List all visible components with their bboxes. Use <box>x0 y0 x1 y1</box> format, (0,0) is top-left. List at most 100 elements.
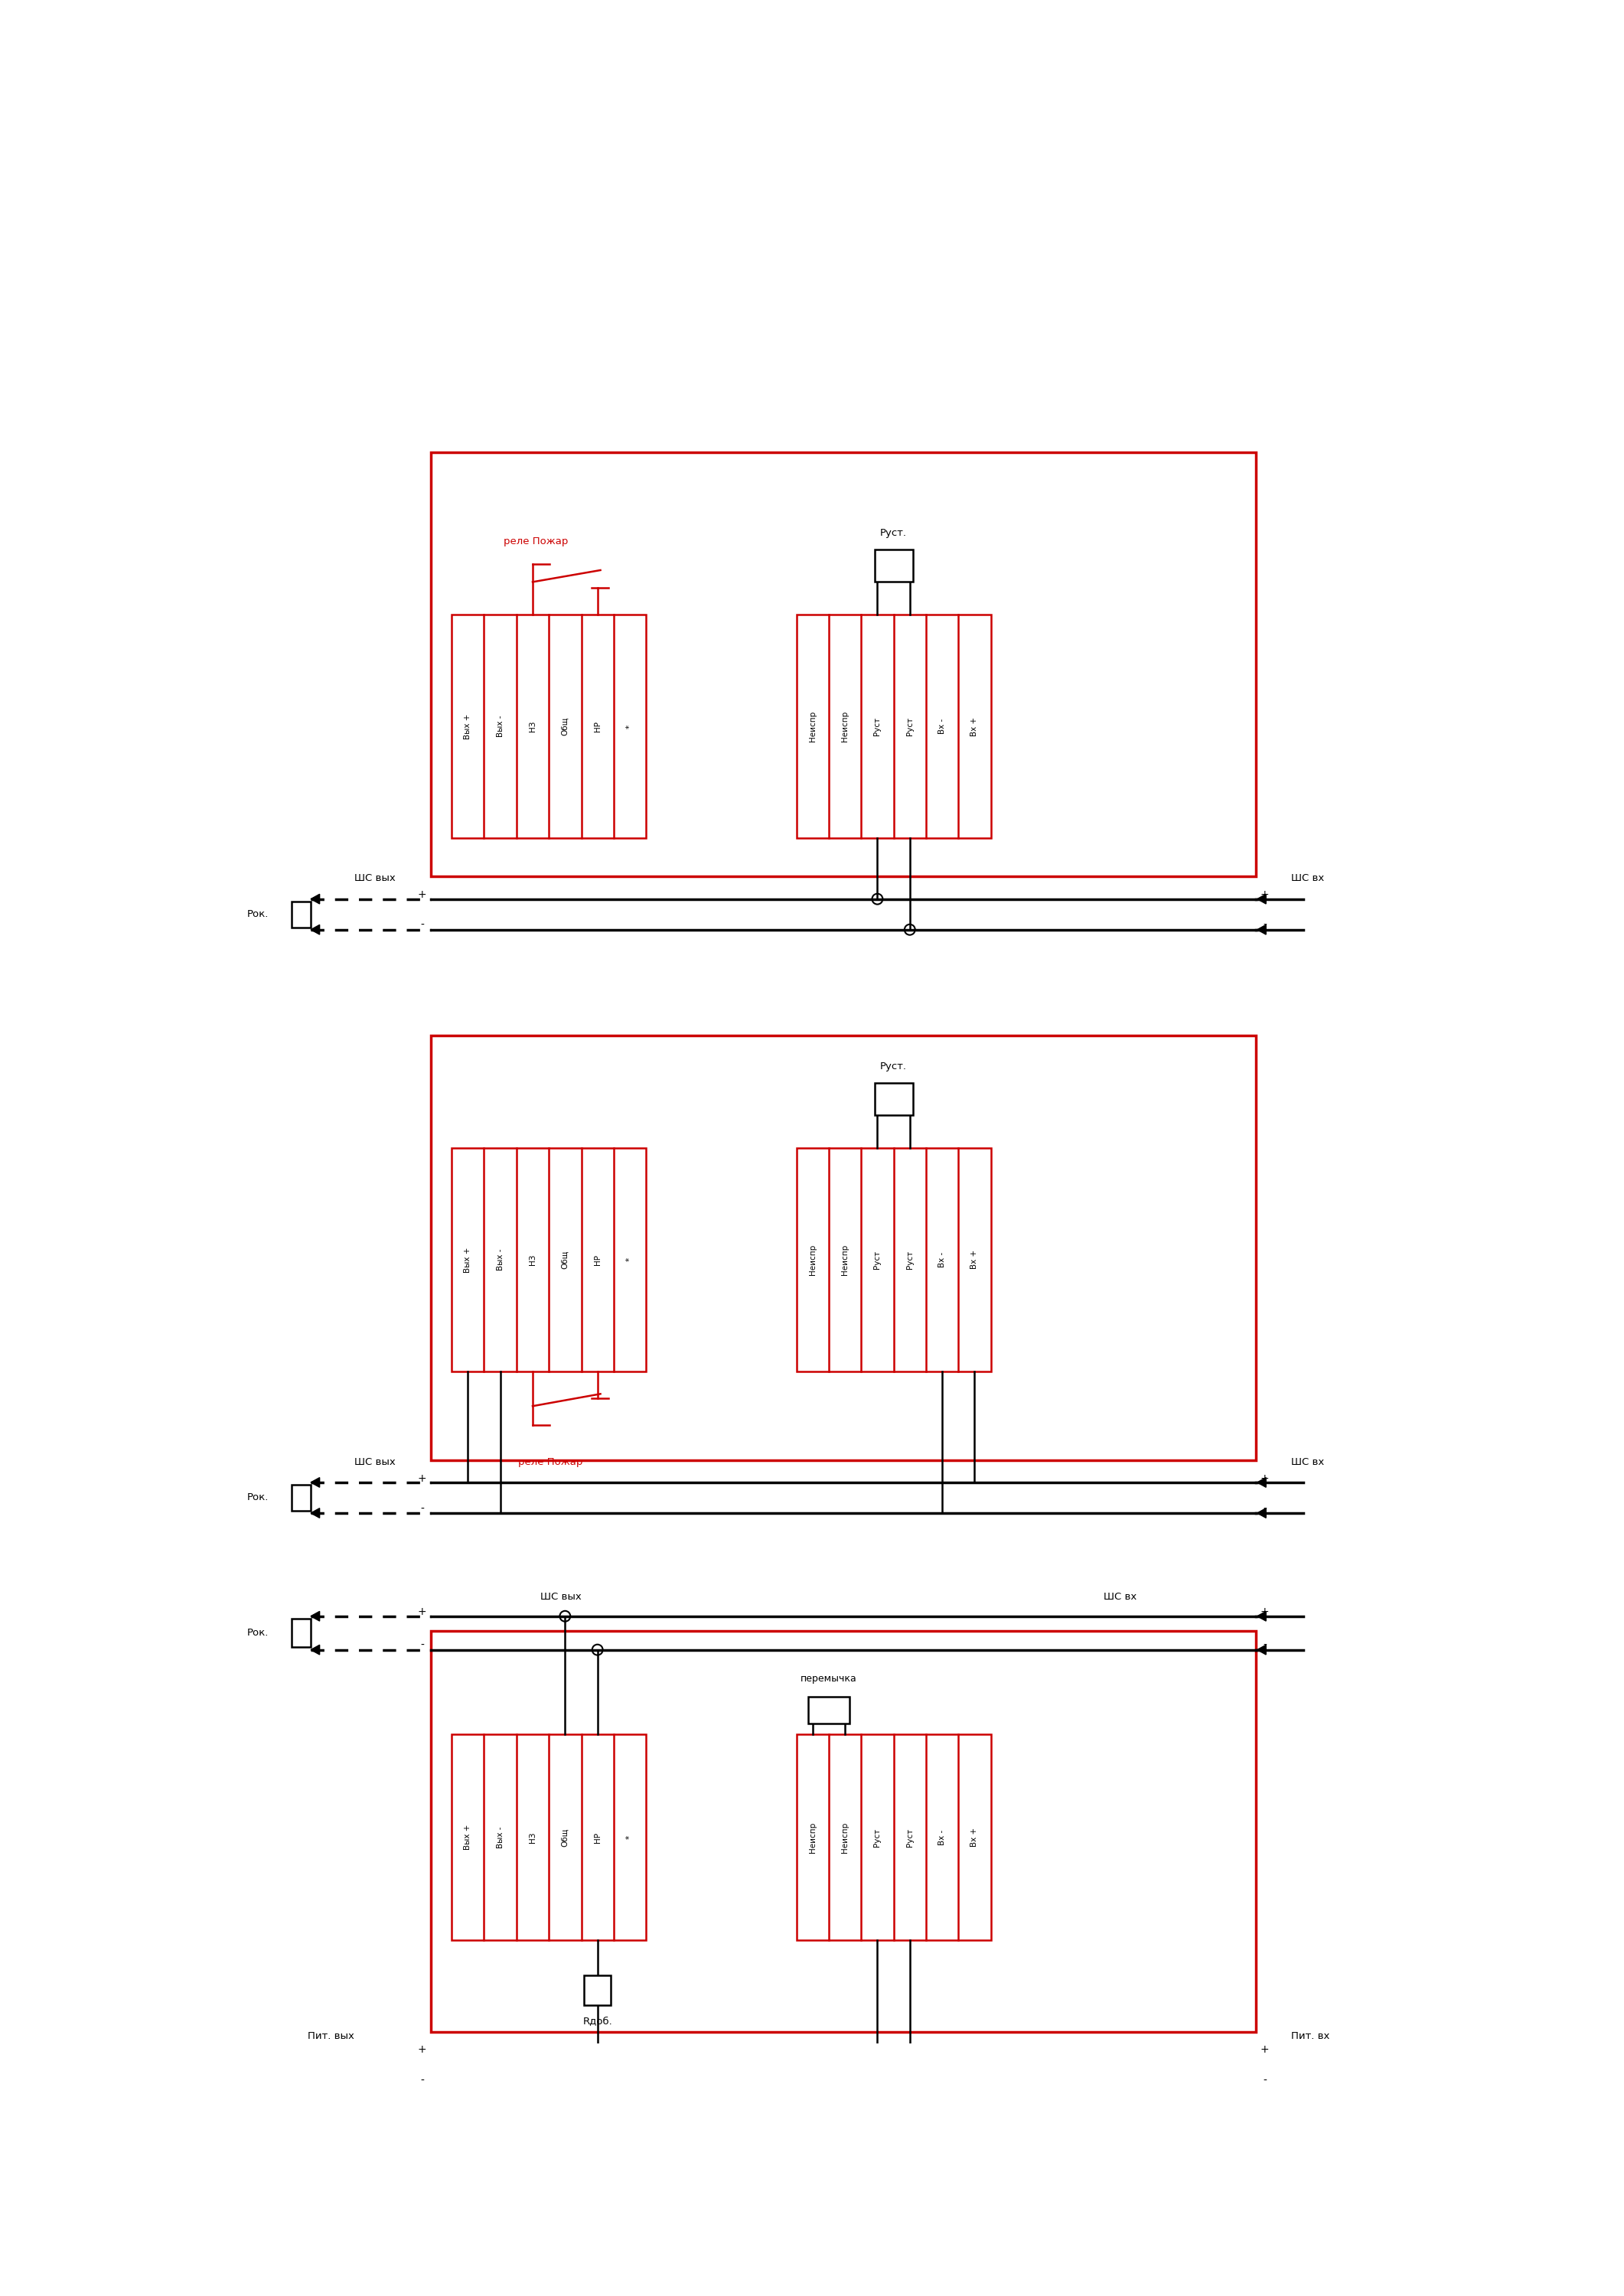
Bar <box>796 615 991 838</box>
Text: ШС вых: ШС вых <box>541 1591 581 1603</box>
Text: Общ: Общ <box>562 716 568 735</box>
Text: *: * <box>625 1835 633 1839</box>
Bar <box>451 615 646 838</box>
Text: +: + <box>1260 2043 1270 2055</box>
Text: Неиспр: Неиспр <box>841 1821 849 1853</box>
Text: Общ: Общ <box>562 1828 568 1846</box>
Text: Рок.: Рок. <box>247 1492 270 1502</box>
Bar <box>451 1733 646 1940</box>
Polygon shape <box>310 1644 320 1655</box>
Bar <box>796 1733 991 1940</box>
Text: ШС вх: ШС вх <box>1291 872 1325 884</box>
Text: Неиспр: Неиспр <box>841 712 849 742</box>
Polygon shape <box>1257 1508 1267 1518</box>
Polygon shape <box>310 893 320 905</box>
Text: Общ: Общ <box>562 1251 568 1270</box>
Text: Вх +: Вх + <box>971 1828 978 1846</box>
Polygon shape <box>1257 1479 1267 1488</box>
Text: Вх -: Вх - <box>939 719 947 735</box>
Bar <box>585 1975 611 2004</box>
Text: Руст: Руст <box>874 1828 882 1846</box>
Polygon shape <box>310 925 320 934</box>
Polygon shape <box>1257 1644 1267 1655</box>
Text: Rдоб.: Rдоб. <box>583 2016 612 2025</box>
Bar <box>874 1084 913 1116</box>
Text: Вых -: Вых - <box>497 1249 503 1270</box>
Bar <box>430 1630 1255 2032</box>
Text: Вых +: Вых + <box>464 714 471 739</box>
Text: -: - <box>1263 921 1267 930</box>
Text: -: - <box>1263 2076 1267 2087</box>
Text: *: * <box>625 1258 633 1261</box>
Text: Вых -: Вых - <box>497 716 503 737</box>
Text: реле Пожар: реле Пожар <box>518 1458 583 1467</box>
Text: Руст: Руст <box>874 1251 882 1270</box>
Polygon shape <box>310 1479 320 1488</box>
Polygon shape <box>430 2050 440 2060</box>
Bar <box>292 1619 310 1646</box>
Bar <box>430 1035 1255 1460</box>
Text: Руст: Руст <box>874 716 882 735</box>
Text: НР: НР <box>594 1832 601 1841</box>
Text: Вх +: Вх + <box>971 716 978 737</box>
Text: +: + <box>1260 1474 1270 1483</box>
Text: НР: НР <box>594 1254 601 1265</box>
Text: -: - <box>1263 1504 1267 1515</box>
Text: Неиспр: Неиспр <box>809 1244 817 1274</box>
Text: реле Пожар: реле Пожар <box>503 537 568 546</box>
Text: ШС вых: ШС вых <box>354 872 396 884</box>
Text: Руст.: Руст. <box>880 1061 906 1070</box>
Polygon shape <box>430 2080 440 2089</box>
Text: Вх -: Вх - <box>939 1830 947 1846</box>
Text: Пит. вых: Пит. вых <box>309 2032 354 2041</box>
Polygon shape <box>310 1508 320 1518</box>
Text: Неиспр: Неиспр <box>809 1821 817 1853</box>
Text: Руст: Руст <box>906 1828 914 1846</box>
Text: +: + <box>417 1607 427 1616</box>
Text: ШС вх: ШС вх <box>1291 1458 1325 1467</box>
Text: Вых +: Вых + <box>464 1247 471 1272</box>
Text: НР: НР <box>594 721 601 732</box>
Polygon shape <box>1257 893 1267 905</box>
Bar <box>430 452 1255 877</box>
Text: Вых +: Вых + <box>464 1825 471 1851</box>
Polygon shape <box>1257 925 1267 934</box>
Text: Неиспр: Неиспр <box>841 1244 849 1274</box>
Text: Рок.: Рок. <box>247 1628 270 1637</box>
Bar <box>874 549 913 581</box>
Text: Руст: Руст <box>906 1251 914 1270</box>
Text: НЗ: НЗ <box>529 1832 536 1844</box>
Text: НЗ: НЗ <box>529 721 536 732</box>
Bar <box>796 1148 991 1371</box>
Text: -: - <box>421 2076 424 2087</box>
Text: -: - <box>1263 1639 1267 1651</box>
Text: Неиспр: Неиспр <box>809 712 817 742</box>
Text: Рок.: Рок. <box>247 909 270 918</box>
Text: Вх -: Вх - <box>939 1251 947 1267</box>
Polygon shape <box>1257 2050 1267 2060</box>
Text: +: + <box>417 889 427 900</box>
Text: -: - <box>421 1639 424 1651</box>
Text: Вых -: Вых - <box>497 1825 503 1848</box>
Text: +: + <box>1260 889 1270 900</box>
Text: Руст.: Руст. <box>880 528 906 537</box>
Text: *: * <box>625 723 633 728</box>
Text: +: + <box>417 1474 427 1483</box>
Text: Пит. вх: Пит. вх <box>1291 2032 1330 2041</box>
Bar <box>292 1486 310 1511</box>
Polygon shape <box>1257 1612 1267 1621</box>
Text: ШС вых: ШС вых <box>354 1458 396 1467</box>
Polygon shape <box>1257 2080 1267 2089</box>
Text: +: + <box>1260 1607 1270 1616</box>
Polygon shape <box>310 1612 320 1621</box>
Text: НЗ: НЗ <box>529 1254 536 1265</box>
Bar <box>451 1148 646 1371</box>
Text: Руст: Руст <box>906 716 914 735</box>
Text: перемычка: перемычка <box>801 1674 857 1683</box>
Text: Вх +: Вх + <box>971 1249 978 1270</box>
Text: -: - <box>421 1504 424 1515</box>
Text: +: + <box>417 2043 427 2055</box>
Bar <box>809 1697 849 1724</box>
Text: -: - <box>421 921 424 930</box>
Bar <box>292 902 310 928</box>
